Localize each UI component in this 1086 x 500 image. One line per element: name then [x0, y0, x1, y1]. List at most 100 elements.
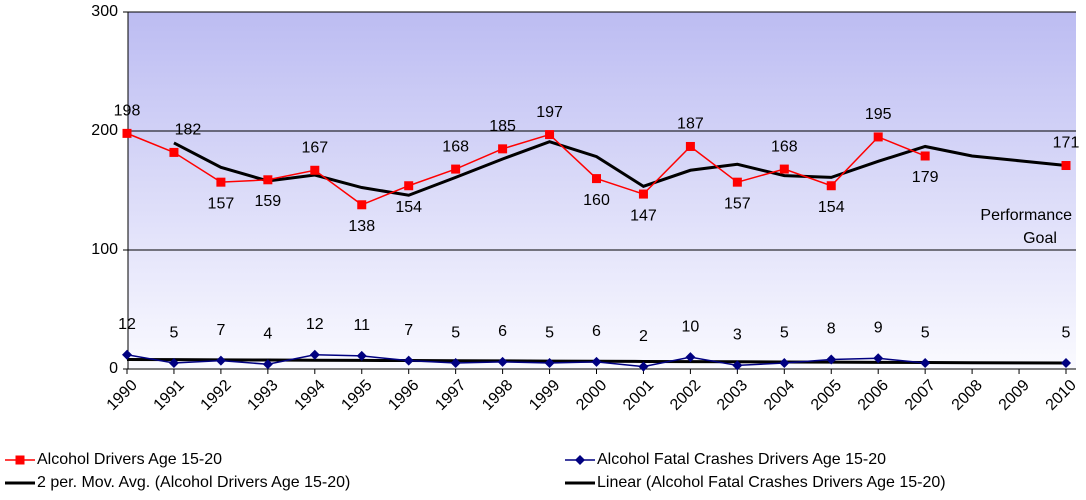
- data-label: 198: [114, 103, 141, 120]
- plot-area: [128, 12, 1076, 369]
- data-label: 157: [724, 195, 751, 212]
- marker: [732, 360, 743, 371]
- marker: [826, 181, 836, 191]
- marker: [873, 353, 884, 364]
- x-tick-label: 1998: [479, 377, 516, 414]
- x-tick-label: 2009: [996, 377, 1033, 414]
- x-tick-label: 1992: [198, 377, 235, 414]
- series-line: [173, 140, 1067, 197]
- legend-marker: [15, 455, 25, 465]
- x-tick-label: 1993: [244, 377, 281, 414]
- data-label: 171: [1053, 135, 1080, 152]
- data-label: 5: [921, 324, 930, 341]
- data-label: 5: [169, 324, 178, 341]
- annotation: Goal: [1023, 230, 1057, 247]
- legend-label: Alcohol Drivers Age 15-20: [37, 451, 222, 468]
- data-label: 8: [827, 321, 836, 338]
- marker: [122, 128, 132, 138]
- marker: [920, 151, 930, 161]
- marker: [1061, 358, 1071, 369]
- marker: [544, 358, 555, 369]
- x-tick-label: 1991: [151, 377, 188, 414]
- marker: [685, 352, 696, 363]
- data-label: 138: [348, 218, 375, 235]
- data-label: 12: [306, 316, 324, 333]
- marker: [310, 165, 320, 175]
- marker: [262, 359, 273, 370]
- marker: [685, 141, 695, 151]
- x-tick-label: 1994: [291, 377, 328, 414]
- annotation: Performance: [980, 207, 1072, 224]
- marker: [873, 132, 883, 142]
- marker: [404, 181, 414, 191]
- data-label: 154: [395, 199, 422, 216]
- series-line: [126, 353, 926, 368]
- marker: [216, 177, 226, 187]
- marker: [638, 189, 648, 199]
- data-label: 7: [404, 322, 413, 339]
- marker: [592, 174, 601, 184]
- data-label: 5: [780, 324, 789, 341]
- y-tick-label: 300: [91, 3, 118, 20]
- data-label: 9: [874, 320, 883, 337]
- marker: [1061, 161, 1071, 171]
- data-label: 168: [442, 138, 469, 155]
- data-label: 5: [451, 324, 460, 341]
- marker: [215, 355, 226, 366]
- legend-marker: [575, 455, 585, 465]
- data-label: 182: [175, 122, 202, 139]
- marker: [779, 358, 790, 369]
- data-label: 197: [536, 104, 563, 121]
- data-label: 195: [865, 106, 892, 123]
- x-tick-label: 1996: [385, 377, 422, 414]
- marker: [451, 164, 461, 174]
- data-label: 157: [208, 195, 235, 212]
- data-label: 7: [216, 322, 225, 339]
- data-label: 168: [771, 138, 798, 155]
- data-label: 159: [254, 193, 281, 210]
- marker: [122, 349, 132, 360]
- x-tick-label: 2006: [855, 377, 892, 414]
- data-label: 147: [630, 207, 657, 224]
- data-label: 179: [912, 169, 939, 186]
- marker: [826, 354, 837, 365]
- y-tick-label: 200: [91, 122, 118, 139]
- data-label: 167: [301, 139, 328, 156]
- x-tick-label: 2001: [620, 377, 657, 414]
- marker: [309, 349, 320, 360]
- marker: [169, 147, 179, 157]
- legend-label: 2 per. Mov. Avg. (Alcohol Drivers Age 15…: [37, 474, 350, 491]
- x-tick-label: 2003: [714, 377, 751, 414]
- data-label: 5: [545, 324, 554, 341]
- data-label: 3: [733, 327, 742, 344]
- data-label: 185: [489, 118, 516, 135]
- x-tick-label: 1990: [104, 377, 141, 414]
- marker: [450, 358, 461, 369]
- y-tick-label: 100: [91, 241, 118, 258]
- data-label: 154: [818, 199, 845, 216]
- x-tick-label: 1995: [338, 377, 375, 414]
- data-label: 10: [682, 318, 700, 335]
- marker: [591, 356, 602, 367]
- marker: [168, 358, 179, 369]
- marker: [498, 144, 508, 154]
- legend-label: Linear (Alcohol Fatal Crashes Drivers Ag…: [597, 474, 946, 491]
- data-label: 2: [639, 328, 648, 345]
- data-label: 4: [263, 325, 272, 342]
- marker: [497, 356, 508, 367]
- data-label: 6: [498, 323, 507, 340]
- x-tick-label: 2007: [902, 377, 939, 414]
- x-tick-label: 2010: [1043, 377, 1080, 414]
- x-tick-label: 1997: [432, 377, 469, 414]
- marker: [920, 358, 931, 369]
- marker: [357, 200, 367, 210]
- x-tick-label: 2000: [573, 377, 610, 414]
- x-tick-label: 2004: [761, 377, 798, 414]
- marker: [779, 164, 789, 174]
- legend-label: Alcohol Fatal Crashes Drivers Age 15-20: [597, 451, 886, 468]
- marker: [403, 355, 414, 366]
- marker: [732, 177, 742, 187]
- data-label: 187: [677, 116, 704, 133]
- data-label: 5: [1062, 324, 1071, 341]
